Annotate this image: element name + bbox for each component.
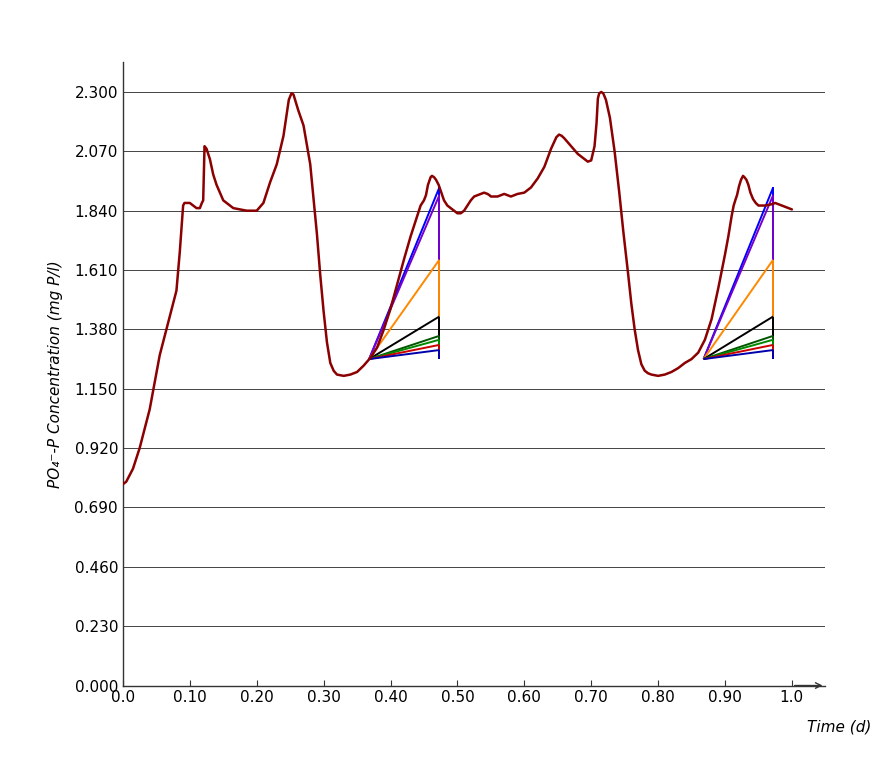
X-axis label: Time (d): Time (d) xyxy=(806,720,871,735)
Y-axis label: PO₄⁻-P Concentration (mg P/l): PO₄⁻-P Concentration (mg P/l) xyxy=(48,260,63,488)
